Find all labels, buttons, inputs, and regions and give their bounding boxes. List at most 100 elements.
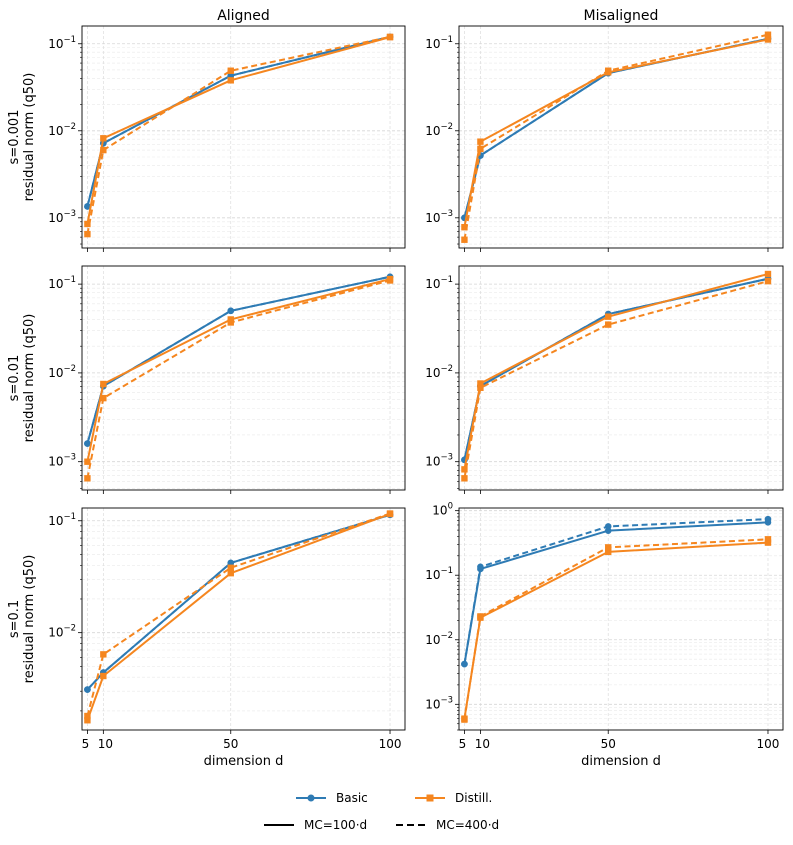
data-point (605, 544, 612, 551)
y-tick-label: 10−3 (425, 453, 453, 469)
data-point (477, 145, 484, 153)
data-point (764, 270, 772, 278)
series-line-distill-mc400 (463, 538, 769, 720)
x-tick-label: 50 (223, 737, 238, 751)
data-point (227, 559, 235, 567)
series-line-basic-mc400 (86, 35, 391, 207)
data-point (605, 67, 612, 74)
y-tick-label: 10−3 (425, 695, 453, 711)
series-line-distill-mc100 (463, 38, 769, 228)
y-tick-label: 10−2 (425, 631, 453, 647)
legend-marker (307, 794, 315, 802)
data-point (386, 33, 394, 41)
data-point (227, 77, 234, 84)
x-axis-label: dimension d (581, 754, 661, 769)
data-point (227, 319, 234, 326)
series-line-basic-mc100 (86, 513, 391, 691)
series-line-distill-mc100 (86, 513, 391, 721)
series-line-basic-mc400 (463, 277, 769, 461)
series-line-distill-mc100 (463, 273, 769, 470)
data-point (100, 380, 107, 388)
row-ylabel-2: s=0.1residual norm (q50) (7, 555, 37, 684)
data-point (461, 660, 468, 668)
data-point (477, 563, 484, 571)
data-point (477, 384, 484, 391)
series-line-basic-mc400 (86, 513, 391, 691)
data-point (605, 321, 612, 328)
legend-label: Basic (336, 791, 368, 805)
data-point (461, 466, 468, 473)
legend-label: MC=100·d (304, 818, 367, 832)
data-point (605, 313, 612, 320)
data-point (227, 67, 234, 74)
y-tick-label: 10−3 (48, 209, 76, 225)
x-tick-label: 100 (757, 737, 780, 751)
y-tick-label: 10−2 (425, 122, 453, 138)
series-line-distill-mc400 (86, 35, 391, 235)
y-tick-label: 10−2 (425, 364, 453, 380)
panel-r2-c1: 10−3 10−2 10−1 100 5 10 50 100 (425, 502, 784, 751)
series-line-distill-mc100 (86, 36, 391, 225)
data-point (764, 515, 772, 523)
row-ylabel-0: s=0.001residual norm (q50) (7, 73, 37, 202)
x-axis-label: dimension d (204, 754, 284, 769)
series-line-distill-mc400 (463, 280, 769, 479)
series-line-basic-mc100 (86, 35, 391, 207)
data-point (477, 138, 484, 145)
series-line-distill-mc400 (86, 512, 391, 717)
data-point (604, 523, 612, 530)
y-tick-label: 100 (432, 502, 453, 518)
data-point (84, 717, 91, 724)
data-point (477, 613, 484, 620)
x-tick-label: 5 (82, 737, 90, 751)
data-point (100, 672, 107, 680)
data-point (84, 203, 91, 210)
data-point (764, 277, 772, 285)
data-point (461, 236, 468, 243)
panel-r2-c0: 10−2 10−1 5 10 50 100 (48, 507, 406, 751)
x-tick-label: 50 (601, 737, 616, 751)
axes-frame (458, 25, 784, 249)
data-point (227, 564, 234, 571)
series-line-basic-mc100 (86, 275, 391, 444)
data-point (764, 31, 772, 38)
data-point (100, 394, 107, 402)
x-tick-label: 10 (475, 737, 490, 751)
series-line-basic-mc400 (463, 37, 769, 219)
legend-label: Distill. (455, 791, 492, 805)
data-point (461, 716, 468, 723)
series-line-basic-mc400 (86, 275, 391, 444)
axes-frame (81, 507, 406, 731)
series-line-distill-mc100 (86, 278, 391, 462)
legend-label: MC=400·d (436, 818, 499, 832)
data-point (764, 539, 772, 546)
data-point (84, 440, 91, 447)
data-point (227, 569, 234, 577)
legend: Basic Distill. MC=100·d MC=400·d (264, 791, 499, 832)
data-point (100, 146, 107, 154)
x-tick-label: 10 (98, 737, 113, 751)
series-line-distill-mc400 (463, 33, 769, 240)
data-point (764, 536, 772, 543)
data-point (84, 475, 91, 482)
row-ylabel-1: s=0.01residual norm (q50) (7, 314, 37, 443)
y-tick-label: 10−1 (48, 512, 76, 528)
data-point (386, 277, 394, 284)
panel-r0-c0: 10−3 10−2 10−1 (48, 25, 406, 252)
data-point (477, 380, 484, 387)
data-point (227, 307, 235, 315)
panel-r1-c1: 10−3 10−2 10−1 (425, 265, 784, 494)
panel-r1-c0: 10−3 10−2 10−1 (48, 265, 406, 494)
x-tick-label: 100 (379, 737, 402, 751)
y-tick-label: 10−3 (425, 209, 453, 225)
y-tick-label: 10−2 (48, 364, 76, 380)
data-point (84, 220, 91, 228)
axes-frame (81, 25, 406, 249)
y-tick-label: 10−3 (48, 453, 76, 469)
y-tick-label: 10−2 (48, 624, 76, 640)
x-tick-label: 5 (459, 737, 467, 751)
data-point (100, 135, 107, 142)
axes-frame (458, 507, 784, 731)
data-point (84, 230, 91, 238)
